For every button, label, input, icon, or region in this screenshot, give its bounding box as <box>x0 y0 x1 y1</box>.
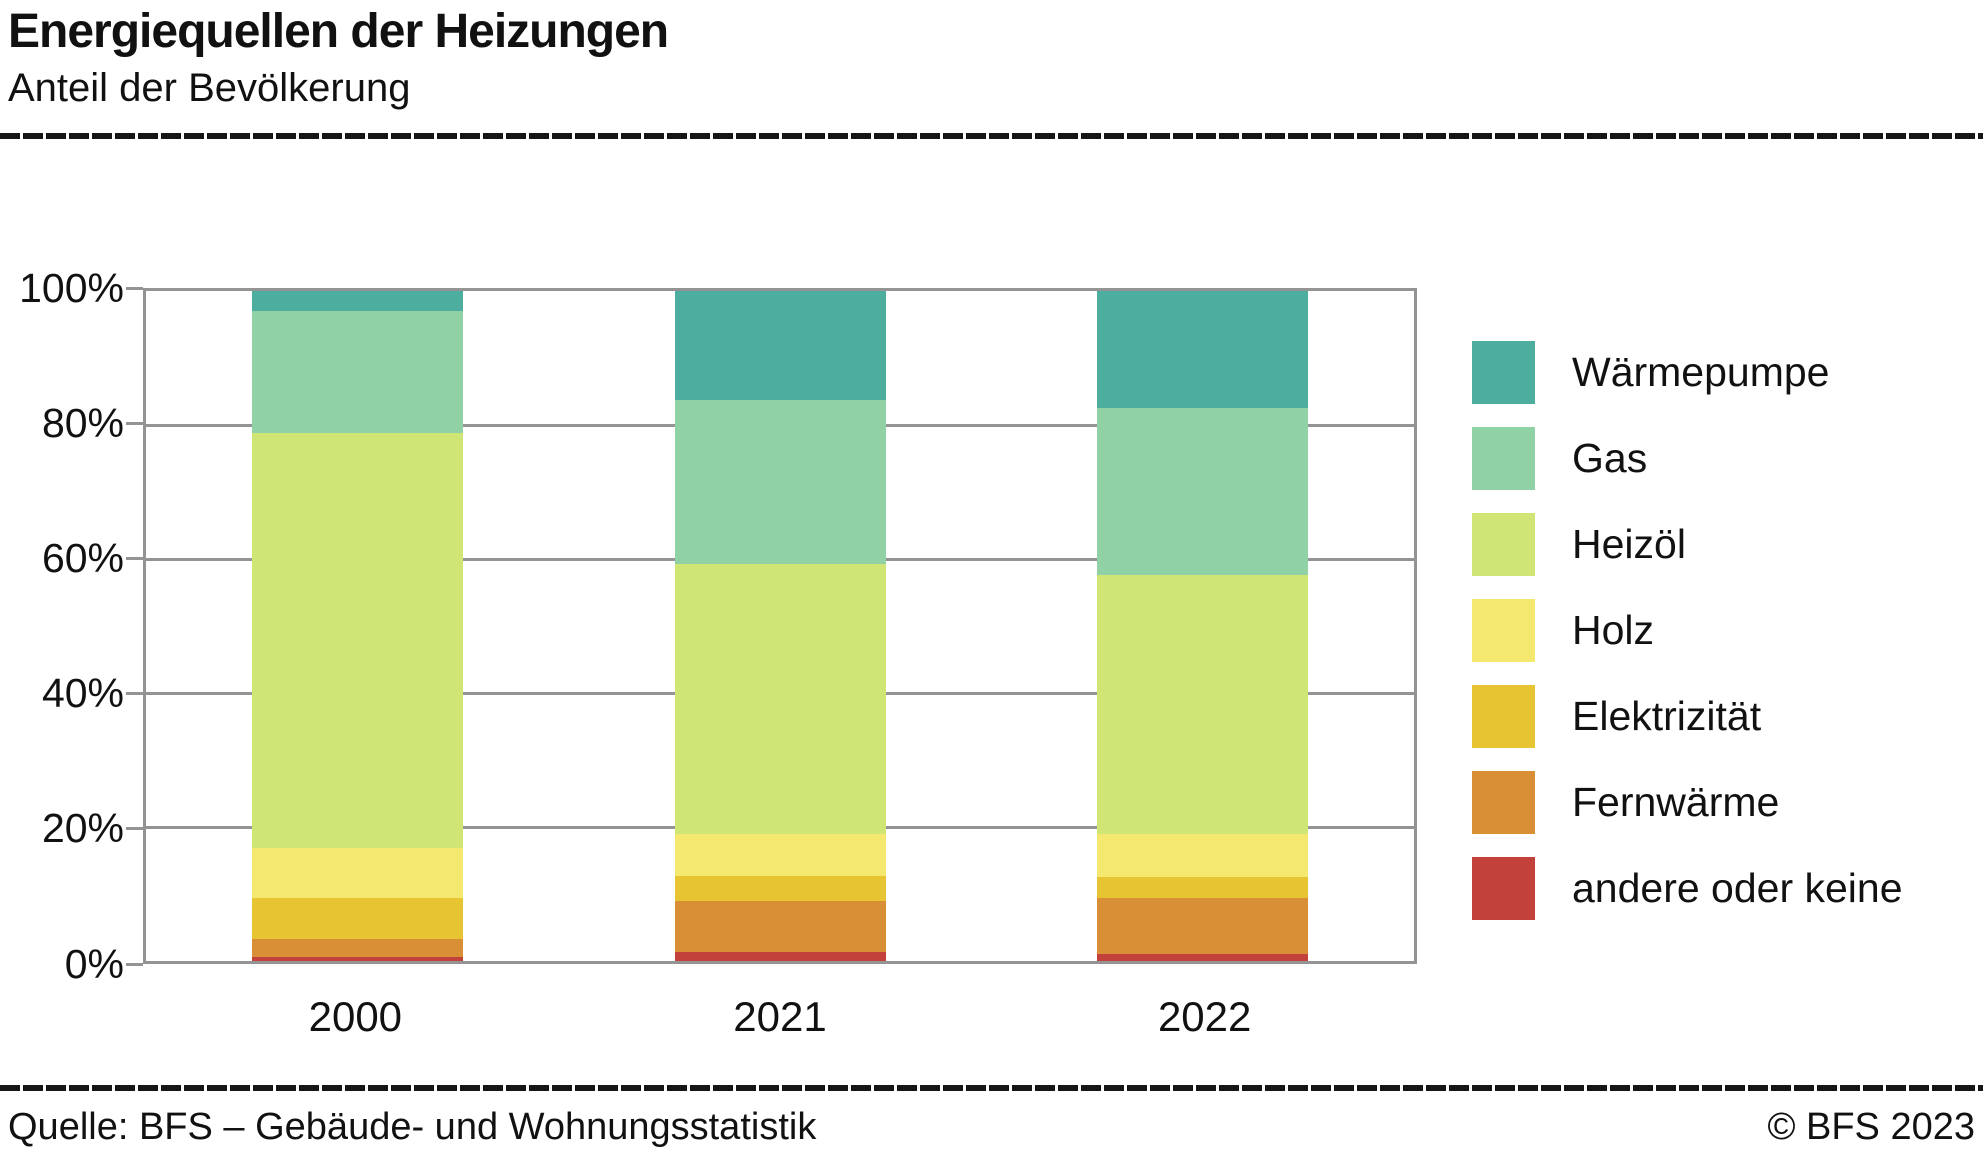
legend-item-Heizöl: Heizöl <box>1472 513 1903 576</box>
y-tick-mark-20 <box>126 827 143 831</box>
page-title: Energiequellen der Heizungen <box>8 5 669 58</box>
bar-segment-2000-Fernwärme <box>251 938 463 957</box>
bar-segment-2022-Wärmepumpe <box>1097 291 1309 409</box>
y-tick-label-100: 100% <box>19 264 124 311</box>
y-tick-mark-0 <box>126 962 143 966</box>
bar-segment-2021-Fernwärme <box>674 900 886 953</box>
legend-item-Gas: Gas <box>1472 427 1903 490</box>
y-tick-mark-100 <box>126 286 143 290</box>
bars-container <box>146 291 1414 961</box>
bar-segment-2022-Elektrizität <box>1097 876 1309 898</box>
bar-segment-2000-Wärmepumpe <box>251 291 463 312</box>
bar-segment-2000-Gas <box>251 311 463 434</box>
bar-band-2000 <box>146 291 569 961</box>
legend-label-Holz: Holz <box>1572 607 1655 653</box>
footer-dashed-rule <box>0 1085 1983 1091</box>
x-tick-label-2021: 2021 <box>733 993 827 1040</box>
legend-swatch-Elektrizität <box>1472 685 1535 748</box>
legend-item-Holz: Holz <box>1472 599 1903 662</box>
stacked-bar-2022 <box>1097 291 1309 961</box>
bar-segment-2021-Gas <box>674 400 886 565</box>
legend: Wärmepumpe Gas Heizöl Holz Elektrizität Fernw… <box>1472 341 1903 943</box>
bar-band-2021 <box>569 291 992 961</box>
y-tick-mark-60 <box>126 556 143 560</box>
bar-segment-2000-Heizöl <box>251 433 463 849</box>
legend-swatch-Holz <box>1472 599 1535 662</box>
page-subtitle: Anteil der Bevölkerung <box>8 66 411 110</box>
y-tick-mark-40 <box>126 692 143 696</box>
legend-label-andere oder keine: andere oder keine <box>1572 865 1903 911</box>
legend-item-Fernwärme: Fernwärme <box>1472 771 1903 834</box>
bar-band-2022 <box>991 291 1414 961</box>
copyright-note: © BFS 2023 <box>1767 1106 1975 1148</box>
legend-label-Wärmepumpe: Wärmepumpe <box>1572 349 1830 395</box>
bar-segment-2021-andere oder keine <box>674 952 886 961</box>
legend-item-andere oder keine: andere oder keine <box>1472 857 1903 920</box>
legend-swatch-Heizöl <box>1472 513 1535 576</box>
bar-segment-2000-Elektrizität <box>251 898 463 939</box>
y-tick-label-80: 80% <box>41 399 124 446</box>
plot-area <box>143 288 1417 964</box>
legend-item-Elektrizität: Elektrizität <box>1472 685 1903 748</box>
y-tick-label-0: 0% <box>64 940 124 987</box>
legend-label-Fernwärme: Fernwärme <box>1572 779 1780 825</box>
bar-segment-2022-Holz <box>1097 833 1309 877</box>
header-dashed-rule <box>0 133 1983 139</box>
x-tick-label-2022: 2022 <box>1157 993 1252 1040</box>
source-note: Quelle: BFS – Gebäude- und Wohnungsstati… <box>8 1106 817 1148</box>
bar-segment-2022-Fernwärme <box>1097 898 1309 954</box>
legend-label-Gas: Gas <box>1572 435 1648 481</box>
bar-segment-2022-Heizöl <box>1097 575 1309 834</box>
legend-item-Wärmepumpe: Wärmepumpe <box>1472 341 1903 404</box>
bar-segment-2021-Heizöl <box>674 564 886 835</box>
bar-segment-2021-Elektrizität <box>674 875 886 901</box>
bar-segment-2000-andere oder keine <box>251 956 463 961</box>
stacked-bar-2000 <box>251 291 463 961</box>
y-tick-mark-80 <box>126 421 143 425</box>
bar-segment-2022-Gas <box>1097 408 1309 576</box>
legend-swatch-andere oder keine <box>1472 857 1535 920</box>
legend-label-Heizöl: Heizöl <box>1572 521 1686 567</box>
bar-segment-2000-Holz <box>251 848 463 898</box>
y-tick-label-20: 20% <box>41 805 124 852</box>
y-tick-label-40: 40% <box>41 670 124 717</box>
legend-swatch-Fernwärme <box>1472 771 1535 834</box>
bar-segment-2021-Wärmepumpe <box>674 291 886 401</box>
x-tick-label-2000: 2000 <box>308 993 403 1040</box>
bar-segment-2021-Holz <box>674 834 886 876</box>
stacked-bar-2021 <box>674 291 886 961</box>
y-tick-label-60: 60% <box>41 534 124 581</box>
bar-segment-2022-andere oder keine <box>1097 953 1309 961</box>
legend-swatch-Wärmepumpe <box>1472 341 1535 404</box>
legend-label-Elektrizität: Elektrizität <box>1572 693 1762 739</box>
legend-swatch-Gas <box>1472 427 1535 490</box>
